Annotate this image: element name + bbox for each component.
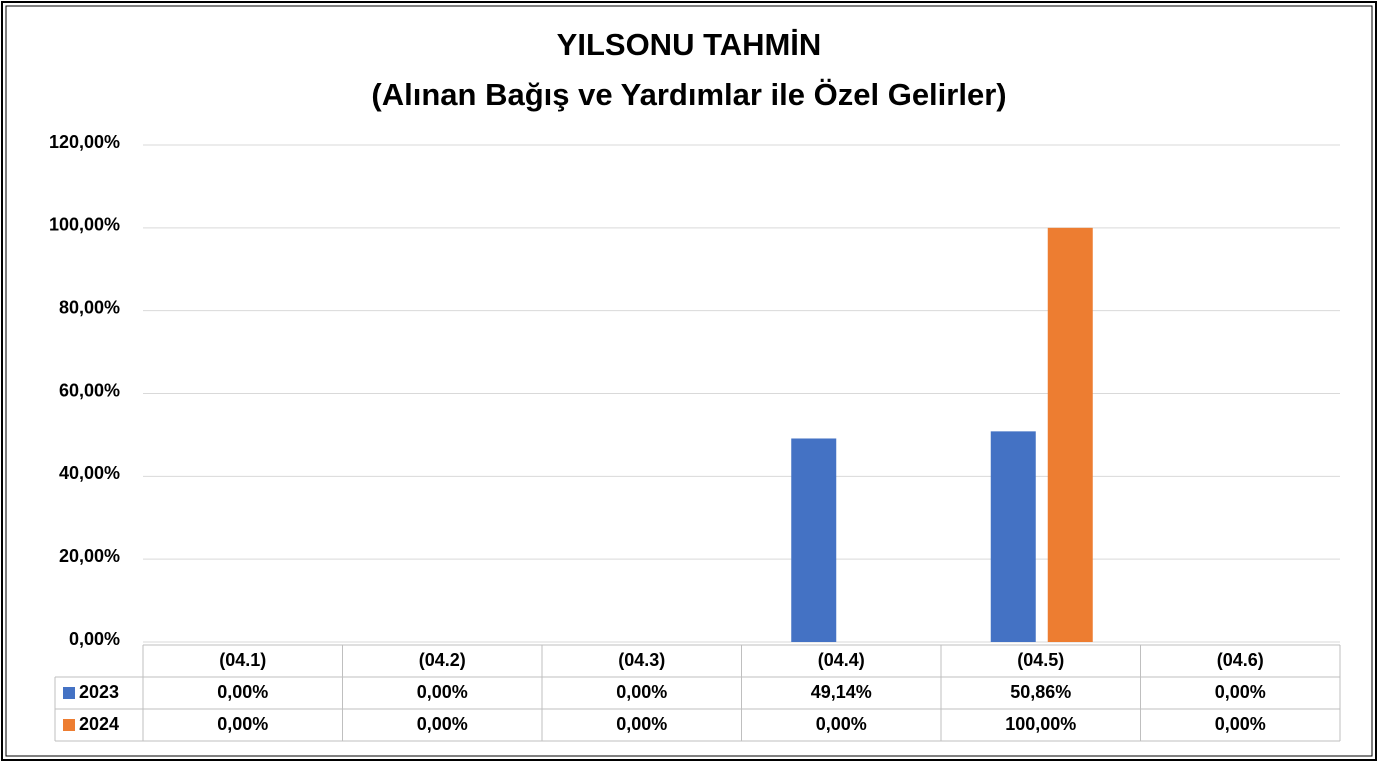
y-tick-label: 120,00% xyxy=(49,132,120,152)
x-tick-label: (04.6) xyxy=(1217,650,1264,670)
y-tick-label: 100,00% xyxy=(49,215,120,235)
y-tick-label: 80,00% xyxy=(59,297,120,317)
data-table-value: 0,00% xyxy=(417,682,468,702)
y-tick-label: 0,00% xyxy=(69,629,120,649)
chart-subtitle: (Alınan Bağış ve Yardımlar ile Özel Geli… xyxy=(371,77,1006,112)
y-tick-label: 40,00% xyxy=(59,463,120,483)
data-table-value: 0,00% xyxy=(816,714,867,734)
bar xyxy=(990,431,1036,642)
bar xyxy=(1047,227,1093,643)
data-table-value: 0,00% xyxy=(417,714,468,734)
legend-key xyxy=(63,719,75,731)
data-table-value: 100,00% xyxy=(1005,714,1076,734)
x-tick-label: (04.5) xyxy=(1017,650,1064,670)
data-table-value: 0,00% xyxy=(217,682,268,702)
legend-label: 2023 xyxy=(79,682,119,702)
data-table-value: 0,00% xyxy=(616,714,667,734)
legend-label: 2024 xyxy=(79,714,119,734)
data-table-value: 0,00% xyxy=(616,682,667,702)
data-table-value: 50,86% xyxy=(1010,682,1071,702)
chart-title: YILSONU TAHMİN xyxy=(557,27,822,62)
x-tick-label: (04.3) xyxy=(618,650,665,670)
data-table-value: 49,14% xyxy=(811,682,872,702)
data-table-value: 0,00% xyxy=(217,714,268,734)
x-tick-label: (04.2) xyxy=(419,650,466,670)
x-tick-label: (04.1) xyxy=(219,650,266,670)
chart-frame-inner xyxy=(5,5,1373,757)
data-table-value: 0,00% xyxy=(1215,682,1266,702)
x-tick-label: (04.4) xyxy=(818,650,865,670)
bar xyxy=(791,438,837,642)
legend-key xyxy=(63,687,75,699)
y-tick-label: 20,00% xyxy=(59,546,120,566)
y-tick-label: 60,00% xyxy=(59,380,120,400)
data-table-value: 0,00% xyxy=(1215,714,1266,734)
